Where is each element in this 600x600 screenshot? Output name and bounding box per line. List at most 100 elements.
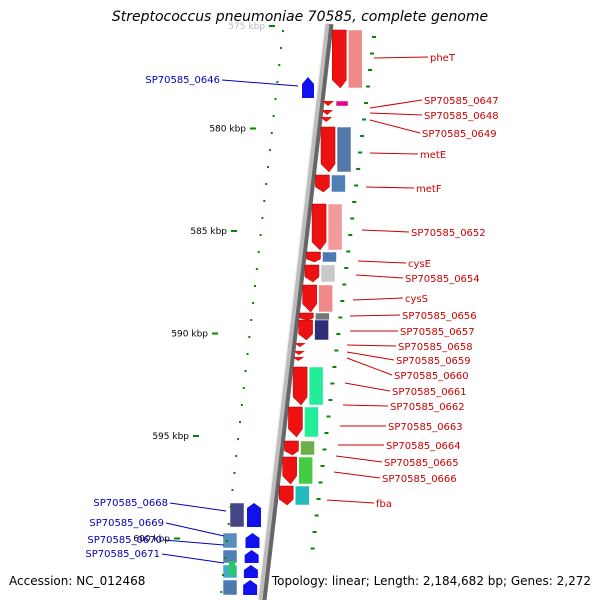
- forward-gene-label: SP70585_0664: [386, 441, 461, 452]
- scale-dot: [248, 336, 251, 338]
- scale-dot: [257, 251, 260, 253]
- forward-gene-arrow: [306, 251, 321, 263]
- label-leader-line: [349, 314, 401, 317]
- scale-dot: [316, 498, 321, 500]
- forward-gene-arrow: [299, 312, 314, 321]
- map-title: Streptococcus pneumoniae 70585, complete…: [111, 9, 489, 25]
- scale-dot: [314, 514, 319, 517]
- scale-dot: [242, 387, 245, 389]
- forward-gene-arrow: [322, 101, 335, 106]
- forward-gene-arrow: [292, 357, 305, 361]
- scale-dot: [338, 316, 343, 319]
- scale-dot: [360, 135, 365, 137]
- scale-dot: [356, 168, 361, 170]
- scale-dot: [346, 250, 351, 253]
- scale-dot: [246, 353, 249, 355]
- forward-gene-label: fba: [376, 499, 392, 510]
- label-leader-line: [161, 553, 225, 564]
- scale-dot: [235, 455, 238, 457]
- label-leader-line: [369, 119, 421, 134]
- forward-gene-label: SP70585_0658: [398, 342, 473, 353]
- label-leader-line: [357, 260, 407, 264]
- forward-gene-label: metE: [420, 150, 446, 161]
- forward-gene-arrow: [279, 485, 294, 506]
- scale-dot: [366, 85, 371, 88]
- label-leader-line: [355, 274, 404, 279]
- forward-gene-label: SP70585_0649: [422, 129, 497, 140]
- forward-gene-label: SP70585_0648: [424, 111, 499, 122]
- scale-dot: [330, 382, 335, 385]
- scale-dot: [227, 523, 230, 525]
- forward-gene-label: SP70585_0647: [424, 96, 499, 107]
- scale-dot: [244, 370, 247, 372]
- feature-box: [320, 264, 336, 283]
- forward-gene-arrow: [311, 203, 327, 251]
- scale-dot: [240, 404, 243, 406]
- scale-dot: [322, 448, 327, 451]
- feature-box: [304, 406, 319, 438]
- scale-dot: [370, 52, 375, 55]
- scale-dot: [282, 30, 284, 32]
- label-leader-line: [346, 344, 397, 347]
- scale-dot: [278, 64, 281, 66]
- scale-tick-label: 600 kbp: [133, 535, 170, 545]
- forward-gene-arrow: [282, 456, 297, 485]
- scale-dot: [272, 115, 275, 117]
- forward-gene-label: SP70585_0665: [384, 458, 459, 469]
- forward-gene-arrow: [332, 29, 347, 89]
- feature-box: [229, 502, 245, 528]
- scale-dot: [250, 319, 253, 321]
- forward-gene-label: SP70585_0657: [400, 327, 475, 338]
- feature-box: [314, 319, 329, 341]
- label-leader-line: [333, 471, 381, 479]
- forward-gene-label: SP70585_0656: [402, 311, 477, 322]
- label-leader-line: [365, 186, 415, 189]
- label-leader-line: [326, 499, 375, 504]
- scale-dot: [362, 118, 367, 121]
- label-leader-line: [373, 56, 429, 59]
- forward-gene-arrow: [315, 174, 330, 193]
- feature-box: [336, 126, 352, 173]
- forward-gene-arrow: [298, 319, 313, 341]
- scale-dot: [220, 591, 223, 593]
- scale-dot: [340, 300, 345, 302]
- scale-dot: [354, 184, 359, 187]
- label-leader-line: [369, 152, 419, 155]
- scale-dot: [368, 69, 373, 71]
- scale-dot: [320, 465, 325, 467]
- backbone: [257, 23, 330, 600]
- scale-dot: [324, 432, 329, 434]
- scale-dot: [364, 102, 369, 104]
- forward-gene-arrow: [284, 440, 299, 456]
- reverse-gene-arrow: [302, 77, 314, 98]
- reverse-gene-arrow: [245, 533, 260, 548]
- scale-tick-label: 580 kbp: [209, 125, 246, 135]
- forward-gene-arrow: [304, 264, 320, 283]
- scale-dot: [336, 333, 341, 335]
- backbone-shadow: [259, 23, 334, 600]
- forward-gene-label: SP70585_0662: [390, 402, 465, 413]
- scale-tick-label: 575 kbp: [228, 22, 265, 32]
- scale-dot: [222, 574, 225, 576]
- scale-dot: [225, 540, 228, 542]
- label-leader-line: [369, 112, 423, 116]
- scale-dot: [270, 132, 273, 134]
- scale-dot: [318, 481, 323, 484]
- forward-gene-label: SP70585_0652: [411, 228, 486, 239]
- scale-dot: [263, 200, 266, 202]
- reverse-gene-label: SP70585_0669: [89, 518, 164, 529]
- forward-gene-label: SP70585_0654: [405, 274, 480, 285]
- feature-box: [300, 440, 315, 456]
- label-leader-line: [169, 502, 227, 512]
- backbone-highlight: [257, 23, 326, 600]
- forward-gene-label: metF: [416, 184, 442, 195]
- feature-box: [298, 456, 313, 485]
- label-leader-line: [369, 99, 423, 109]
- scale-dot: [334, 349, 339, 352]
- scale-dot: [274, 98, 277, 100]
- feature-box: [315, 312, 330, 321]
- scale-dot: [252, 302, 255, 304]
- reverse-gene-arrow: [243, 580, 258, 595]
- scale-dot: [253, 285, 256, 287]
